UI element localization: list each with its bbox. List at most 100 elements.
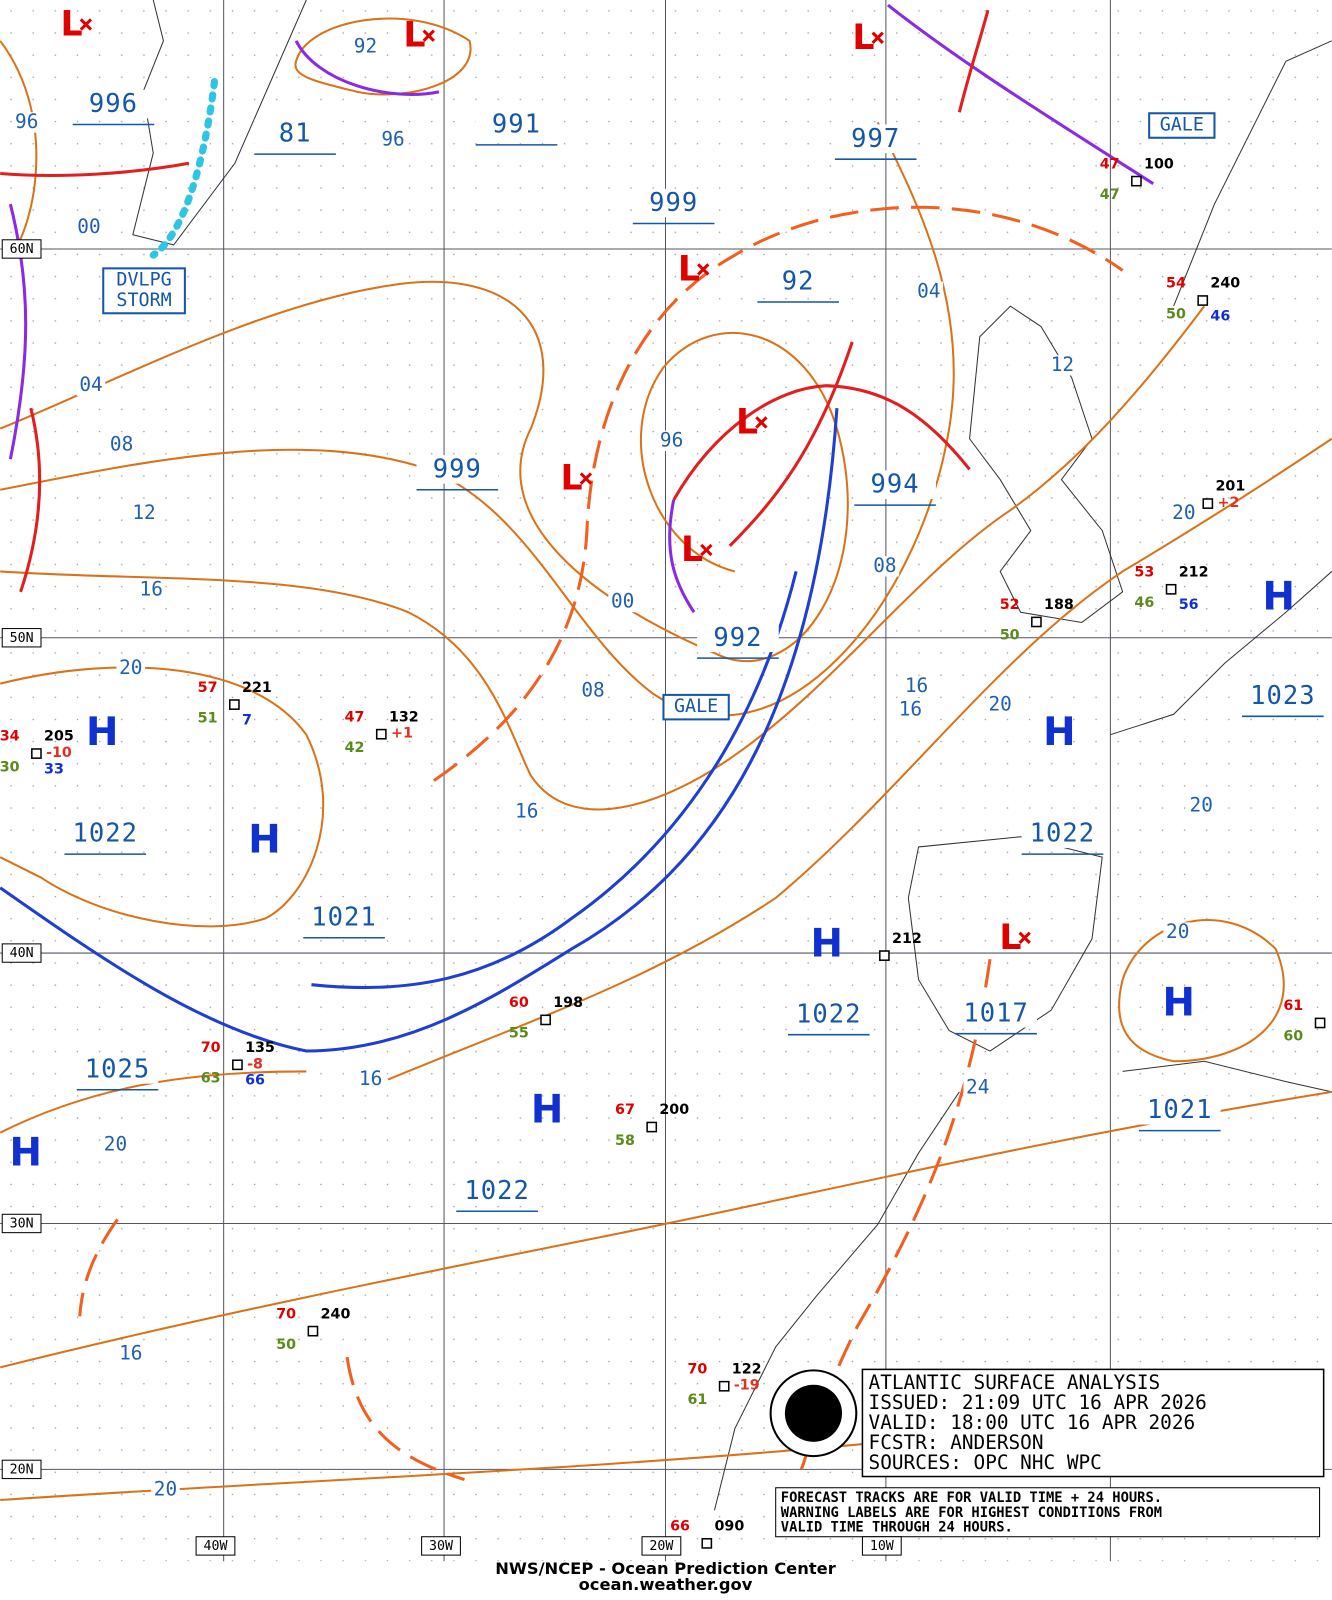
low-cross [700, 543, 713, 557]
isobar-label: 00 [77, 215, 100, 238]
isobar-label-bg [378, 129, 408, 150]
pressure-center: 1017 [963, 998, 1029, 1028]
station-wave: 56 [1179, 597, 1199, 613]
station-temp: 70 [687, 1361, 707, 1377]
isobars [0, 17, 1332, 1502]
center-bg [854, 470, 936, 499]
center-bg [1021, 819, 1104, 848]
lon-label-box [421, 1536, 461, 1556]
center-bg [64, 819, 147, 848]
lat-label: 30N [10, 1216, 34, 1231]
footer-line: ocean.weather.gov [579, 1575, 753, 1594]
isobar-label-bg [870, 556, 900, 577]
station-dew: 55 [509, 1026, 529, 1042]
high-center: H [1263, 574, 1295, 619]
warning-box [1148, 112, 1216, 139]
lat-label-box [1, 1459, 42, 1480]
center-bg [76, 1055, 159, 1084]
station-temp: 60 [509, 995, 529, 1011]
lon-label-box [641, 1536, 682, 1556]
station-dew: 46 [1134, 595, 1154, 611]
station-pressure: 198 [553, 995, 583, 1011]
lon-label: 30W [429, 1539, 453, 1554]
station-pressure: 122 [732, 1361, 762, 1377]
station-tendency: -19 [734, 1378, 760, 1394]
station-wave: 7 [242, 712, 252, 728]
station-marker [879, 950, 890, 961]
note-box [775, 1487, 1321, 1538]
center-bg [475, 110, 558, 139]
pressure-center: 996 [89, 89, 138, 119]
station-dew: 47 [1100, 187, 1120, 203]
station-marker [1131, 175, 1142, 187]
station-dew: 58 [615, 1133, 635, 1149]
station-dew: 60 [1283, 1029, 1303, 1045]
station-temp: 53 [1134, 564, 1154, 580]
station-dew: 50 [1000, 628, 1020, 644]
isobar-label: 04 [79, 373, 102, 396]
station-marker [232, 1059, 243, 1071]
station-marker [701, 1538, 713, 1549]
station-dew: 61 [687, 1392, 707, 1408]
station-tendency: +1 [391, 726, 413, 742]
high-center: H [531, 1088, 563, 1133]
low-center: L [999, 918, 1021, 958]
center-bg [1138, 1095, 1221, 1125]
isobar-label-bg [657, 430, 686, 452]
station-marker [1031, 616, 1042, 628]
pressure-center: 1022 [1030, 819, 1096, 849]
isobar-label: 20 [1190, 794, 1213, 817]
station-temp: 52 [1000, 597, 1020, 613]
station-pressure: 240 [321, 1306, 351, 1322]
high-center: H [9, 1131, 41, 1176]
station-tendency: +2 [1218, 495, 1240, 511]
isobar-label-bg [116, 658, 146, 679]
center-bg [632, 188, 715, 218]
low-center: L [681, 530, 703, 570]
pressure-center: 1023 [1250, 681, 1315, 711]
isobar-label-bg [578, 680, 608, 702]
isobar-label-bg [356, 1069, 385, 1090]
station-temp: 34 [0, 729, 20, 745]
isobar-label-bg [963, 1077, 993, 1098]
station-marker [229, 699, 240, 710]
lon-label: 10W [870, 1539, 894, 1554]
station-marker [1202, 498, 1214, 509]
isobar-label-bg [151, 1479, 180, 1500]
lat-label: 20N [10, 1462, 34, 1477]
isobar-label: 20 [154, 1477, 177, 1500]
isobar-label: 20 [1172, 501, 1195, 524]
station-pressure: 212 [892, 931, 922, 947]
low-center: L [403, 16, 425, 56]
pressure-center: 1021 [311, 902, 377, 932]
station-wave: 46 [1210, 308, 1230, 324]
isobar-label-bg [129, 503, 159, 524]
pressure-center: 1022 [73, 819, 139, 849]
footer-line: NWS/NCEP - Ocean Prediction Center [495, 1559, 836, 1578]
low-cross [871, 31, 884, 44]
pressure-center: 999 [649, 188, 698, 218]
station-pressure: 132 [389, 709, 419, 725]
center-bg [254, 119, 336, 148]
station-pressure: 205 [44, 729, 74, 745]
isobar-label: 96 [381, 127, 404, 150]
station-dew: 50 [276, 1337, 296, 1353]
isobar-label: 16 [515, 800, 538, 823]
lat-label: 40N [10, 946, 34, 961]
lat-label: 50N [10, 631, 34, 646]
info-line: FCSTR: ANDERSON [869, 1431, 1044, 1454]
low-cross [579, 472, 593, 485]
note-line: WARNING LABELS ARE FOR HIGHEST CONDITION… [781, 1505, 1162, 1521]
pressure-center: 1022 [796, 999, 862, 1029]
high-center: H [810, 921, 842, 966]
lon-label-box [861, 1536, 902, 1556]
station-temp: 70 [201, 1040, 221, 1056]
station-marker [1165, 583, 1177, 595]
lon-label: 40W [204, 1539, 228, 1554]
station-pressure: 200 [659, 1102, 689, 1118]
center-bg [416, 455, 499, 484]
pressure-center: 1022 [464, 1176, 530, 1206]
isobar-label: 08 [873, 554, 896, 577]
